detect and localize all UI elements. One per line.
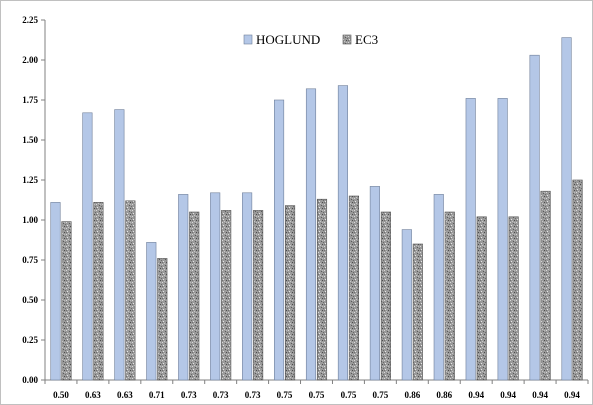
y-tick-label: 1.75: [22, 95, 38, 105]
hoglund-bar: [114, 109, 125, 381]
ec3-legend-label: EC3: [355, 32, 378, 47]
x-tick-label: 0.94: [500, 390, 516, 400]
ec3-bar: [540, 190, 551, 381]
ec3-bar: [221, 210, 232, 381]
hoglund-bar: [497, 98, 508, 381]
y-tick-label: 0.00: [22, 375, 38, 385]
y-tick-label: 0.50: [22, 295, 38, 305]
hoglund-bar: [146, 242, 157, 381]
hoglund-legend-label: HOGLUND: [256, 32, 320, 47]
hoglund-bar: [369, 186, 380, 381]
legend: HOGLUND EC3: [243, 32, 378, 47]
x-tick-label: 0.71: [149, 390, 165, 400]
ec3-bar: [61, 221, 72, 381]
y-tick-label: 2.00: [22, 55, 38, 65]
x-tick-label: 0.86: [436, 390, 452, 400]
y-tick-label: 0.25: [22, 335, 38, 345]
x-tick-label: 0.73: [245, 390, 261, 400]
x-axis-ticks: 0.50 0.63 0.63 0.71 0.73 0.73 0.73 0.75 0.75 0.75…: [44, 380, 589, 400]
x-tick-label: 0.50: [53, 390, 69, 400]
ec3-bar: [476, 216, 487, 381]
hoglund-bar: [210, 192, 221, 381]
x-tick-label: 0.75: [309, 390, 325, 400]
x-tick-label: 0.75: [373, 390, 389, 400]
x-tick-label: 0.94: [564, 390, 580, 400]
y-tick-label: 2.25: [22, 15, 38, 25]
hoglund-bar: [305, 88, 317, 381]
hoglund-legend-swatch: [243, 34, 253, 45]
y-tick-label: 1.25: [22, 175, 38, 185]
hoglund-bar: [178, 194, 189, 381]
x-tick-label: 0.94: [532, 390, 548, 400]
ec3-bar: [444, 211, 455, 381]
ec3-bar: [93, 202, 104, 381]
ec3-bar: [508, 216, 519, 381]
y-tick-label: 1.50: [22, 135, 38, 145]
ec3-bar: [572, 179, 583, 381]
ec3-bar: [285, 205, 296, 381]
y-tick-label: 1.00: [22, 215, 38, 225]
x-tick-label: 0.75: [341, 390, 357, 400]
hoglund-bar: [337, 85, 348, 381]
hoglund-bar: [274, 99, 285, 381]
hoglund-bar: [401, 229, 412, 381]
y-tick-label: 0.75: [22, 255, 38, 265]
hoglund-bar: [242, 192, 253, 381]
hoglund-bar: [465, 98, 476, 381]
hoglund-bar: [82, 112, 93, 381]
ec3-bar: [412, 243, 423, 381]
ec3-bar: [316, 198, 328, 381]
ec3-bar: [125, 200, 136, 381]
x-tick-label: 0.75: [277, 390, 293, 400]
x-tick-label: 0.63: [117, 390, 133, 400]
bars: [50, 37, 583, 381]
x-tick-label: 0.63: [85, 390, 101, 400]
hoglund-bar: [561, 37, 572, 381]
hoglund-bar: [433, 194, 444, 381]
ec3-bar: [348, 195, 359, 381]
ec3-bar: [189, 211, 200, 381]
hoglund-bar: [50, 202, 61, 381]
ec3-bar: [380, 211, 391, 381]
hoglund-bar: [529, 54, 540, 381]
ec3-legend-swatch: [342, 34, 352, 45]
y-axis-ticks: 0.00 0.25 0.50 0.75 1.00 1.25 1.50 1.75 2.00 2.25: [22, 15, 45, 385]
x-tick-label: 0.86: [404, 390, 420, 400]
ec3-bar: [253, 210, 264, 381]
x-tick-label: 0.73: [213, 390, 229, 400]
x-tick-label: 0.94: [468, 390, 484, 400]
x-tick-label: 0.73: [181, 390, 197, 400]
ec3-bar: [157, 258, 168, 381]
